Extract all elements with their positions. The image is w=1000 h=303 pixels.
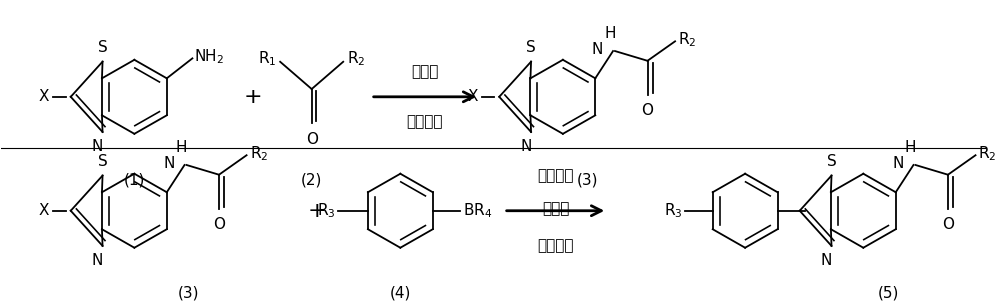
Text: S: S xyxy=(526,40,536,55)
Text: (5): (5) xyxy=(877,286,899,301)
Text: H: H xyxy=(176,140,187,155)
Text: N: N xyxy=(92,253,103,268)
Text: X: X xyxy=(39,203,49,218)
Text: R$_1$: R$_1$ xyxy=(258,49,276,68)
Text: +: + xyxy=(307,201,326,221)
Text: S: S xyxy=(98,154,107,169)
Text: (1): (1) xyxy=(124,172,145,187)
Text: 混合溶剂: 混合溶剂 xyxy=(537,238,574,253)
Text: R$_2$: R$_2$ xyxy=(678,30,696,49)
Text: (4): (4) xyxy=(390,286,411,301)
Text: O: O xyxy=(306,132,318,147)
Text: 碳酸盐: 碳酸盐 xyxy=(542,201,569,216)
Text: O: O xyxy=(642,103,654,118)
Text: X: X xyxy=(467,89,478,104)
Text: S: S xyxy=(98,40,107,55)
Text: (2): (2) xyxy=(301,172,322,187)
Text: 有机溶剂: 有机溶剂 xyxy=(407,114,443,129)
Text: R$_2$: R$_2$ xyxy=(250,144,268,163)
Text: BR$_4$: BR$_4$ xyxy=(463,201,493,220)
Text: (3): (3) xyxy=(178,286,199,301)
Text: N: N xyxy=(821,253,832,268)
Text: 缚酸剂: 缚酸剂 xyxy=(411,64,439,79)
Text: X: X xyxy=(39,89,49,104)
Text: N: N xyxy=(592,42,603,57)
Text: R$_3$: R$_3$ xyxy=(317,201,335,220)
Text: R$_2$: R$_2$ xyxy=(978,144,997,163)
Text: 钯催化剂: 钯催化剂 xyxy=(537,168,574,184)
Text: +: + xyxy=(243,87,262,107)
Text: N: N xyxy=(163,155,175,171)
Text: (3): (3) xyxy=(577,172,598,187)
Text: NH$_2$: NH$_2$ xyxy=(194,48,225,66)
Text: N: N xyxy=(92,139,103,154)
Text: R$_2$: R$_2$ xyxy=(347,49,366,68)
Text: O: O xyxy=(942,217,954,231)
Text: H: H xyxy=(905,140,916,155)
Text: N: N xyxy=(520,139,532,154)
Text: H: H xyxy=(604,26,616,41)
Text: O: O xyxy=(213,217,225,231)
Text: S: S xyxy=(827,154,836,169)
Text: N: N xyxy=(892,155,904,171)
Text: R$_3$: R$_3$ xyxy=(664,201,682,220)
